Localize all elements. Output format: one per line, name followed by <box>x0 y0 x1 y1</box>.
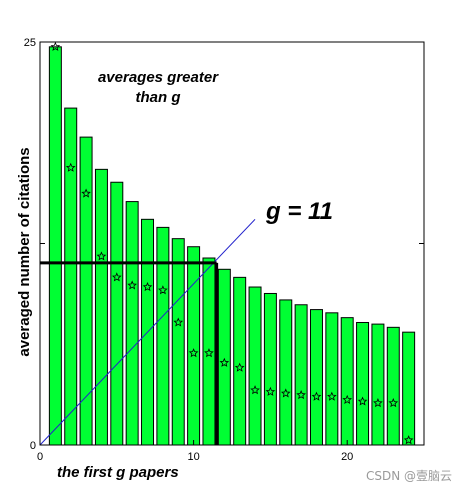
annotation-line-2: than g <box>135 89 181 106</box>
y-axis-label: averaged number of citations <box>16 147 33 357</box>
star-marker <box>127 280 137 290</box>
star-marker <box>327 391 337 401</box>
bar <box>202 257 216 446</box>
diagonal-line <box>39 218 256 446</box>
star-marker <box>388 398 399 408</box>
x-axis-label: the first g papers <box>57 464 179 481</box>
bar <box>110 181 124 446</box>
bar <box>340 317 354 446</box>
bar <box>79 136 93 446</box>
bar <box>217 268 231 446</box>
star-marker <box>142 281 153 292</box>
annotation-g-equals: g = 11 <box>266 198 333 225</box>
star-marker <box>265 386 276 396</box>
x-tick-label: 20 <box>341 451 353 463</box>
star-marker <box>81 188 91 198</box>
star-marker <box>96 251 107 261</box>
bar <box>187 246 201 446</box>
bar <box>371 323 385 446</box>
watermark: CSDN @壹脑云 <box>365 469 452 483</box>
star-marker <box>112 272 122 282</box>
bar <box>402 331 416 446</box>
star-marker <box>342 394 352 404</box>
bar <box>325 312 339 446</box>
y-tick-label: 25 <box>24 37 36 49</box>
bar <box>48 46 62 446</box>
star-marker <box>296 389 306 400</box>
bar <box>233 276 247 446</box>
bar <box>171 238 185 446</box>
star-marker <box>188 348 199 358</box>
bar <box>125 201 139 446</box>
star-marker <box>65 162 76 172</box>
star-marker <box>311 391 322 401</box>
star-marker <box>280 388 291 398</box>
annotation-averages-greater: averages greater than g <box>78 68 238 108</box>
bar <box>64 107 78 446</box>
x-tick-label: 10 <box>187 451 199 463</box>
star-marker <box>158 285 168 295</box>
star-marker <box>204 348 214 358</box>
bar <box>386 326 400 446</box>
bar <box>156 226 170 446</box>
star-marker <box>219 357 230 367</box>
bar <box>309 309 323 446</box>
star-marker <box>173 317 184 327</box>
bar <box>294 304 308 446</box>
bar <box>356 321 370 446</box>
x-tick-label: 0 <box>37 451 43 463</box>
bar <box>279 299 293 446</box>
star-marker <box>357 396 368 406</box>
bar <box>248 286 262 446</box>
y-tick-label: 0 <box>30 440 36 452</box>
star-marker <box>403 435 414 445</box>
bar <box>94 168 108 446</box>
star-marker <box>234 362 245 372</box>
bar <box>263 292 277 446</box>
star-marker <box>250 385 260 395</box>
star-marker <box>373 398 383 408</box>
annotation-line-1: averages greater <box>97 69 219 86</box>
star-marker <box>50 41 61 51</box>
